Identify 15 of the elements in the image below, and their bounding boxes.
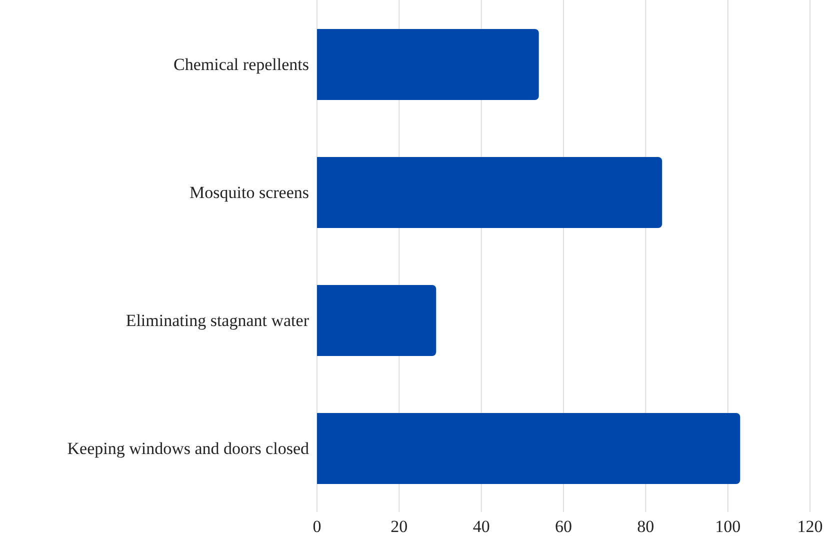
- bar: [317, 29, 539, 100]
- x-tick-label: 100: [715, 517, 741, 536]
- bar: [317, 413, 740, 484]
- bar: [317, 285, 436, 356]
- y-tick-label: Keeping windows and doors closed: [67, 439, 310, 458]
- bar: [317, 157, 662, 228]
- x-tick-label: 120: [797, 517, 823, 536]
- y-tick-label: Eliminating stagnant water: [126, 311, 310, 330]
- x-tick-label: 60: [555, 517, 572, 536]
- x-tick-label: 20: [390, 517, 408, 536]
- y-tick-label: Mosquito screens: [190, 183, 309, 202]
- x-tick-label: 80: [637, 517, 654, 536]
- x-tick-label: 40: [472, 517, 490, 536]
- x-tick-label: 0: [312, 517, 322, 536]
- y-tick-label: Chemical repellents: [174, 55, 309, 74]
